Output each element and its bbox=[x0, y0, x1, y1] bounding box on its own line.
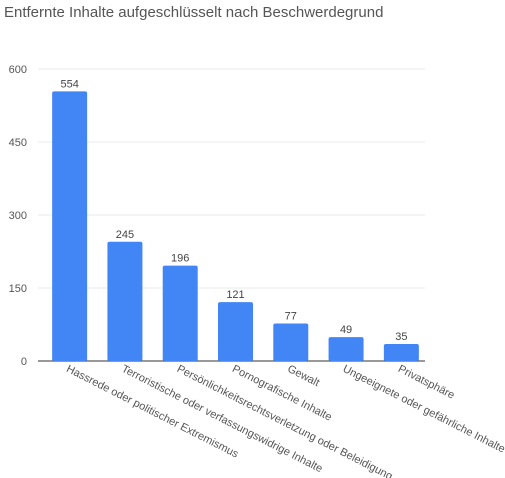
x-tick-label: Terroristische oder verfassungswidrige I… bbox=[120, 363, 325, 475]
bar bbox=[107, 241, 143, 361]
data-label: 77 bbox=[285, 311, 297, 323]
y-tick-label: 300 bbox=[9, 210, 27, 222]
bars bbox=[52, 91, 419, 362]
x-axis-tick-labels: Hassrede oder politischer ExtremismusTer… bbox=[64, 363, 505, 478]
y-tick-label: 450 bbox=[9, 137, 27, 149]
y-tick-label: 600 bbox=[9, 64, 27, 76]
x-tick-label: Gewalt bbox=[285, 363, 321, 389]
data-label: 554 bbox=[60, 78, 78, 90]
y-tick-label: 0 bbox=[21, 356, 27, 368]
y-tick-label: 150 bbox=[9, 283, 27, 295]
data-label: 49 bbox=[340, 324, 352, 336]
data-label: 196 bbox=[171, 253, 189, 265]
bar bbox=[52, 91, 88, 362]
chart-title: Entfernte Inhalte aufgeschlüsselt nach B… bbox=[4, 4, 384, 21]
bar bbox=[328, 337, 364, 361]
bar bbox=[273, 323, 309, 361]
bar bbox=[383, 343, 419, 361]
data-labels: 554 245 196 121 77 49 35 bbox=[60, 78, 407, 343]
data-label: 245 bbox=[116, 229, 134, 241]
bar bbox=[162, 265, 198, 361]
data-label: 35 bbox=[395, 331, 407, 343]
data-label: 121 bbox=[226, 289, 244, 301]
y-axis-tick-labels: 0 150 300 450 600 bbox=[9, 64, 27, 368]
bar bbox=[218, 302, 253, 361]
